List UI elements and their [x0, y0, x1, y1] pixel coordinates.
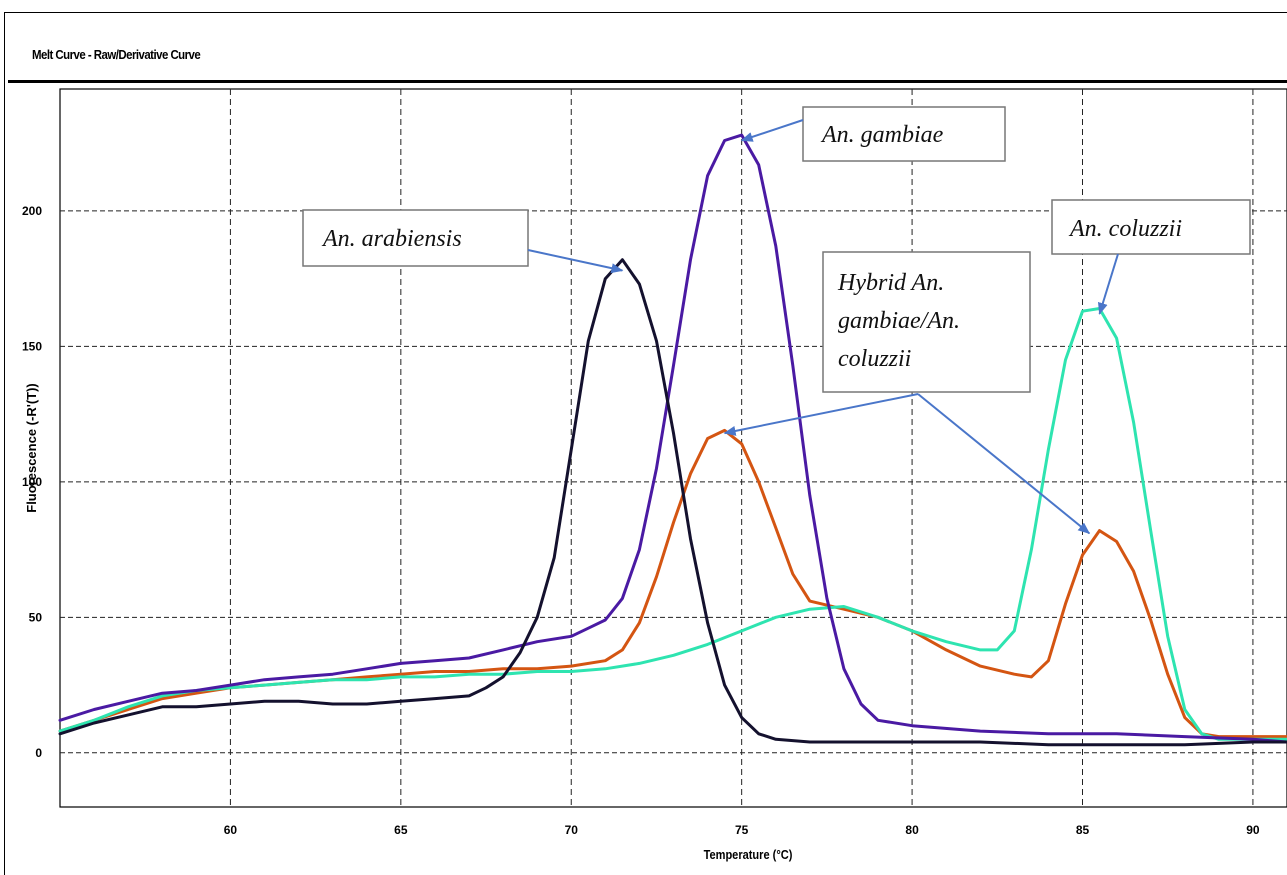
x-tick-label: 60 [224, 823, 238, 837]
gridlines [60, 89, 1287, 807]
callout-arrow [740, 119, 804, 142]
callout-arrow [527, 249, 624, 274]
y-tick-label: 50 [29, 610, 43, 624]
callouts: An. arabiensis An. gambiae An. coluzzii Hyb… [302, 106, 1251, 535]
y-tick-label: 0 [35, 746, 42, 760]
y-tick-label: 150 [22, 339, 42, 353]
callout-arrow [917, 393, 1091, 535]
x-tick-label: 85 [1076, 823, 1090, 837]
plot-area [59, 88, 1287, 808]
callout-label: gambiae/An. [838, 308, 960, 334]
callout-label: An. gambiae [820, 122, 944, 148]
axis-ticks: 60 65 70 75 80 85 90 0 50 100 150 200 [22, 204, 1260, 837]
series-line [58, 258, 1287, 747]
callout-arrow [723, 393, 919, 436]
series-line [58, 133, 1287, 744]
callout-label: An. coluzzii [1068, 216, 1182, 242]
series-line [58, 307, 1287, 741]
callout-box [302, 209, 529, 267]
callout-label: coluzzii [838, 346, 911, 372]
x-tick-label: 70 [565, 823, 579, 837]
callout-box [1051, 199, 1251, 255]
y-tick-label: 100 [22, 475, 42, 489]
x-tick-label: 75 [735, 823, 749, 837]
y-axis-title: Fluorescence (-R'(T)) [24, 383, 39, 513]
x-tick-label: 90 [1246, 823, 1260, 837]
chart-title: Melt Curve - Raw/Derivative Curve [32, 47, 201, 62]
callout-box [802, 106, 1006, 162]
y-tick-label: 200 [22, 204, 42, 218]
callout-label: An. arabiensis [321, 226, 462, 252]
x-tick-label: 65 [394, 823, 408, 837]
title-divider [8, 80, 1287, 83]
x-axis-title: Temperature (°C) [704, 847, 793, 862]
callout-arrow [1098, 253, 1119, 315]
callout-label: Hybrid An. [837, 270, 944, 296]
series-lines [58, 133, 1287, 747]
x-tick-label: 80 [905, 823, 919, 837]
callout-box [822, 251, 1031, 393]
chart-window [4, 12, 1287, 875]
